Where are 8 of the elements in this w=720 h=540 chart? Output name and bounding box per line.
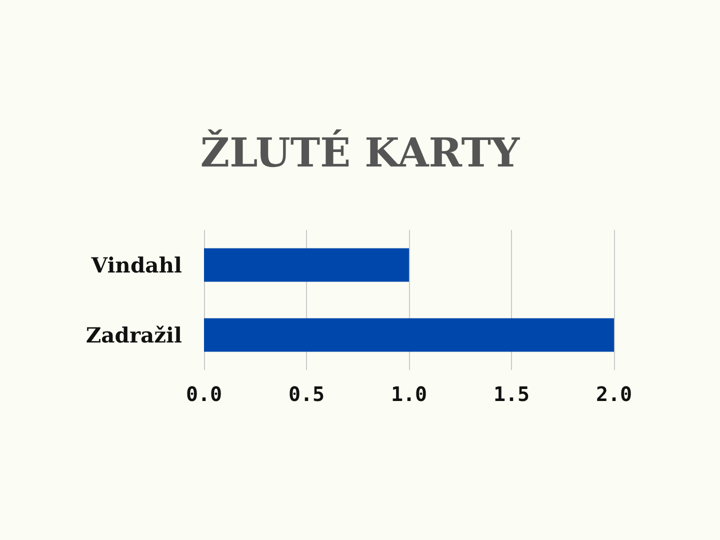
x-tick-label: 2.0 — [596, 382, 632, 406]
x-tick-label: 1.0 — [390, 382, 428, 406]
x-tick-label: 0.5 — [288, 382, 325, 406]
y-tick-label: Vindahl — [90, 252, 182, 278]
x-tick-label: 1.5 — [493, 382, 530, 406]
y-tick-label: Zadražil — [86, 322, 182, 348]
chart-title: ŽLUTÉ KARTY — [200, 128, 520, 176]
x-tick-label: 0.0 — [186, 382, 222, 406]
